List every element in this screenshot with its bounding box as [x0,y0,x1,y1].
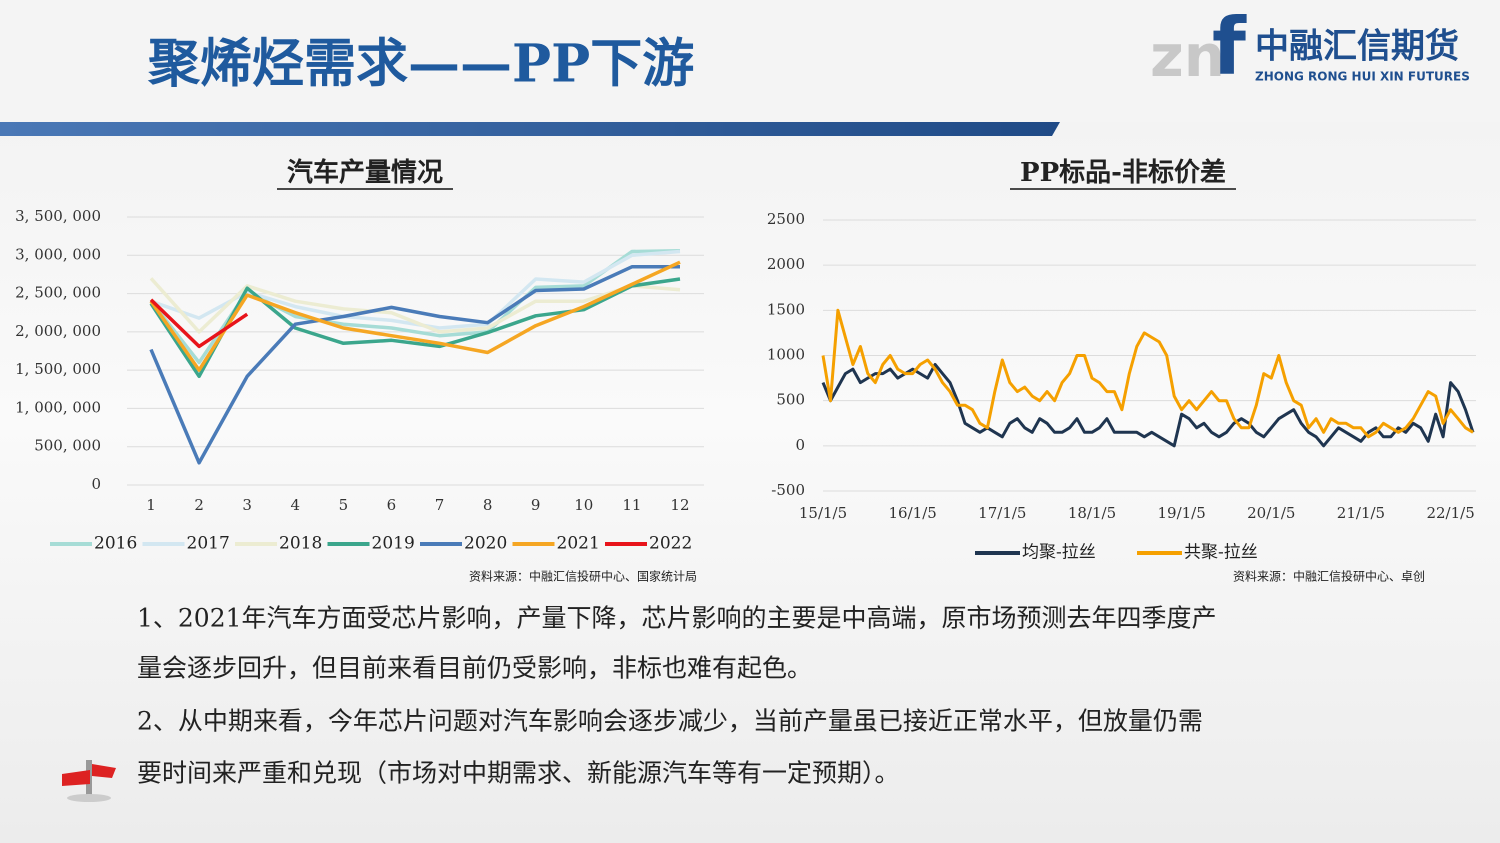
body-line: 2、从中期来看，今年芯片问题对汽车影响会逐步减少，当前产量虽已接近正常水平，但放… [137,707,1203,736]
legend-label: 2017 [187,534,230,554]
x-tick-label: 4 [291,496,301,514]
legend-label: 均聚-拉丝 [1022,543,1096,563]
x-tick-label: 12 [670,496,689,514]
x-tick-label: 9 [531,496,541,514]
y-tick-label: 1, 000, 000 [15,398,101,416]
series-line [149,265,680,465]
legend-label: 2021 [557,534,600,554]
x-tick-label: 10 [574,496,593,514]
source-note: 资料来源：中融汇信投研中心、卓创 [1233,569,1425,584]
series-line [821,308,1474,439]
series-line [821,363,1475,448]
x-tick-label: 16/1/5 [889,504,937,522]
body-text: 1、2021年汽车方面受芯片影响，产量下降，芯片影响的主要是中高端，原市场预测去… [137,604,1217,788]
y-tick-label: 1500 [767,300,805,318]
series-line [150,249,681,330]
logo-name: 中融汇信期货 [1255,27,1459,67]
y-tick-label: 2, 000, 000 [15,322,101,340]
series-line [149,277,681,334]
slide-title: 聚烯烃需求——PP下游 [147,34,694,95]
x-tick-label: 21/1/5 [1337,504,1385,522]
x-tick-label: 18/1/5 [1068,504,1116,522]
y-tick-label: 2, 500, 000 [15,284,101,302]
x-tick-label: 19/1/5 [1157,504,1205,522]
body-line: 要时间来严重和兑现（市场对中期需求、新能源汽车等有一定预期）。 [137,759,900,788]
body-line: 量会逐步回升，但目前来看目前仍受影响，非标也难有起色。 [137,654,812,683]
x-tick-label: 1 [146,496,156,514]
chart-title: PP标品-非标价差 [1020,157,1226,188]
x-tick-label: 22/1/5 [1426,504,1474,522]
x-tick-label: 11 [622,496,641,514]
chart-title: 汽车产量情况 [287,157,443,188]
y-tick-label: 1000 [767,346,805,364]
logo-mark: f [1212,2,1247,92]
x-tick-label: 2 [194,496,204,514]
header-band [0,0,1500,122]
y-tick-label: 1, 500, 000 [15,360,101,378]
y-tick-label: 0 [91,475,101,493]
y-tick-label: 2000 [767,255,805,273]
body-line: 1、2021年汽车方面受芯片影响，产量下降，芯片影响的主要是中高端，原市场预测去… [137,604,1217,633]
series-line [149,277,681,379]
header-bar [0,122,1060,136]
source-note: 资料来源：中融汇信投研中心、国家统计局 [469,569,697,584]
legend-label: 共聚-拉丝 [1184,543,1258,563]
series-line [149,298,249,349]
y-tick-label: -500 [771,481,805,499]
legend-label: 2018 [279,534,322,554]
x-tick-label: 5 [339,496,349,514]
y-tick-label: 500 [776,391,805,409]
y-tick-label: 0 [795,436,805,454]
x-tick-label: 20/1/5 [1247,504,1295,522]
logo-name-en: ZHONG RONG HUI XIN FUTURES [1255,70,1470,84]
y-tick-label: 3, 000, 000 [15,245,101,263]
x-tick-label: 3 [242,496,252,514]
x-tick-label: 7 [435,496,445,514]
legend-label: 2019 [372,534,415,554]
y-tick-label: 3, 500, 000 [15,207,101,225]
logo-mark: zn [1150,22,1225,90]
signpost-icon [62,760,116,802]
y-tick-label: 2500 [767,210,805,228]
y-tick-label: 500, 000 [34,437,101,455]
x-tick-label: 8 [483,496,493,514]
series-line [149,260,681,372]
legend-label: 2016 [94,534,137,554]
x-tick-label: 15/1/5 [799,504,847,522]
x-tick-label: 17/1/5 [978,504,1026,522]
x-tick-label: 6 [387,496,397,514]
legend-label: 2020 [464,534,507,554]
legend-label: 2022 [649,534,692,554]
